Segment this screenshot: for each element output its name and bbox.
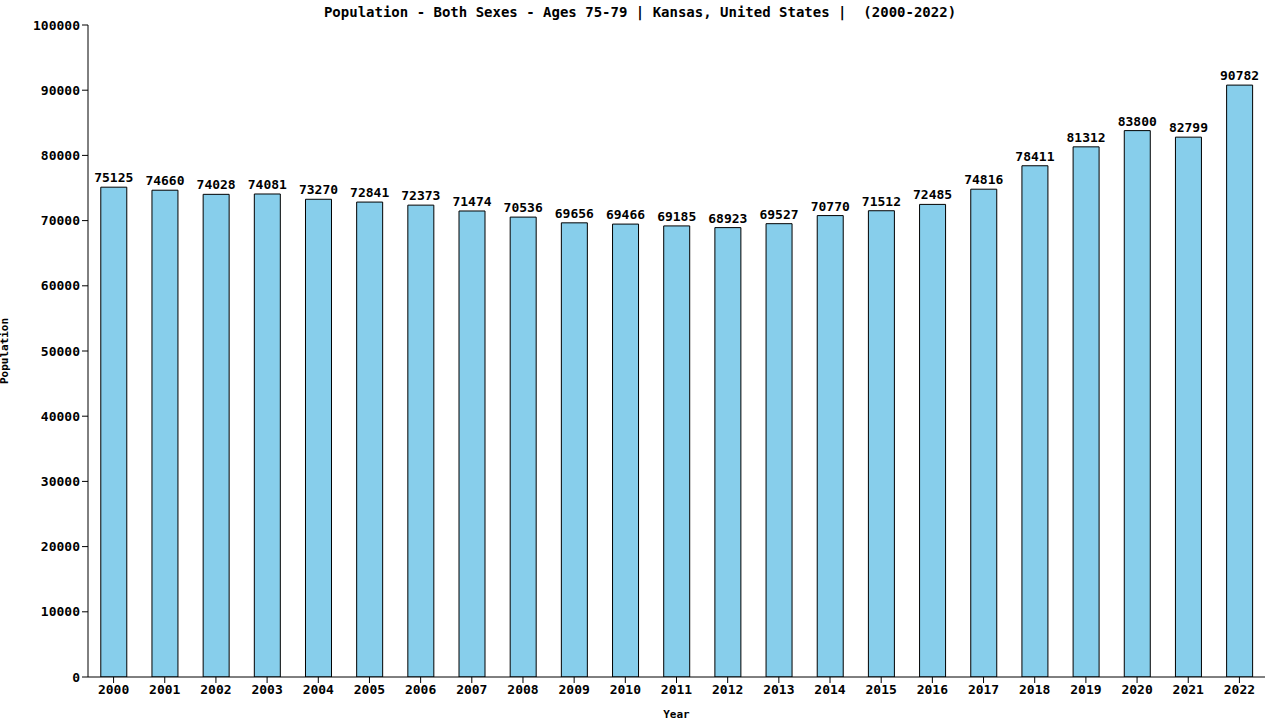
svg-text:2001: 2001	[149, 682, 180, 697]
svg-text:Year: Year	[663, 708, 690, 720]
svg-text:71512: 71512	[862, 194, 901, 209]
svg-text:2006: 2006	[405, 682, 436, 697]
svg-text:83800: 83800	[1118, 114, 1157, 129]
svg-text:2019: 2019	[1070, 682, 1101, 697]
svg-text:60000: 60000	[41, 278, 80, 293]
svg-text:71474: 71474	[452, 194, 491, 209]
svg-text:74816: 74816	[964, 172, 1003, 187]
svg-text:72485: 72485	[913, 187, 952, 202]
svg-text:0: 0	[72, 670, 80, 685]
svg-text:2005: 2005	[354, 682, 385, 697]
svg-text:70536: 70536	[504, 200, 543, 215]
svg-text:2018: 2018	[1019, 682, 1050, 697]
svg-text:82799: 82799	[1169, 120, 1208, 135]
svg-text:2008: 2008	[507, 682, 538, 697]
svg-text:2007: 2007	[456, 682, 487, 697]
svg-text:68923: 68923	[708, 211, 747, 226]
svg-text:69656: 69656	[555, 206, 594, 221]
svg-text:10000: 10000	[41, 604, 80, 619]
svg-text:2012: 2012	[712, 682, 743, 697]
svg-text:74660: 74660	[145, 173, 184, 188]
svg-text:2011: 2011	[661, 682, 692, 697]
svg-text:2022: 2022	[1224, 682, 1255, 697]
svg-text:30000: 30000	[41, 474, 80, 489]
svg-text:72841: 72841	[350, 185, 389, 200]
svg-text:2004: 2004	[303, 682, 334, 697]
svg-text:74081: 74081	[248, 177, 287, 192]
svg-text:2021: 2021	[1173, 682, 1204, 697]
svg-text:50000: 50000	[41, 344, 80, 359]
html-text:Population - Both Sexes - Ages: Population - Both Sexes - Ages 75-79 | K…	[323, 4, 957, 20]
svg-text:69466: 69466	[606, 207, 645, 222]
svg-text:2009: 2009	[558, 682, 589, 697]
svg-text:80000: 80000	[41, 148, 80, 163]
svg-text:2015: 2015	[866, 682, 897, 697]
svg-text:70000: 70000	[41, 213, 80, 228]
svg-text:69527: 69527	[759, 207, 798, 222]
svg-text:2010: 2010	[610, 682, 641, 697]
svg-text:2017: 2017	[968, 682, 999, 697]
svg-text:78411: 78411	[1015, 149, 1054, 164]
svg-text:2013: 2013	[763, 682, 794, 697]
svg-text:90782: 90782	[1220, 68, 1259, 83]
svg-text:Population: Population	[8, 318, 11, 384]
svg-text:2002: 2002	[200, 682, 231, 697]
svg-text:69185: 69185	[657, 209, 696, 224]
svg-text:2014: 2014	[814, 682, 845, 697]
svg-text:72373: 72373	[401, 188, 440, 203]
svg-text:2016: 2016	[917, 682, 948, 697]
svg-text:2003: 2003	[251, 682, 282, 697]
svg-text:100000: 100000	[33, 18, 80, 33]
svg-text:20000: 20000	[41, 539, 80, 554]
svg-text:74028: 74028	[197, 177, 236, 192]
svg-text:2000: 2000	[98, 682, 129, 697]
svg-text:90000: 90000	[41, 83, 80, 98]
svg-text:70770: 70770	[811, 199, 850, 214]
svg-text:81312: 81312	[1067, 130, 1106, 145]
svg-text:75125: 75125	[94, 170, 133, 185]
svg-text:40000: 40000	[41, 409, 80, 424]
svg-text:73270: 73270	[299, 182, 338, 197]
svg-text:2020: 2020	[1121, 682, 1152, 697]
